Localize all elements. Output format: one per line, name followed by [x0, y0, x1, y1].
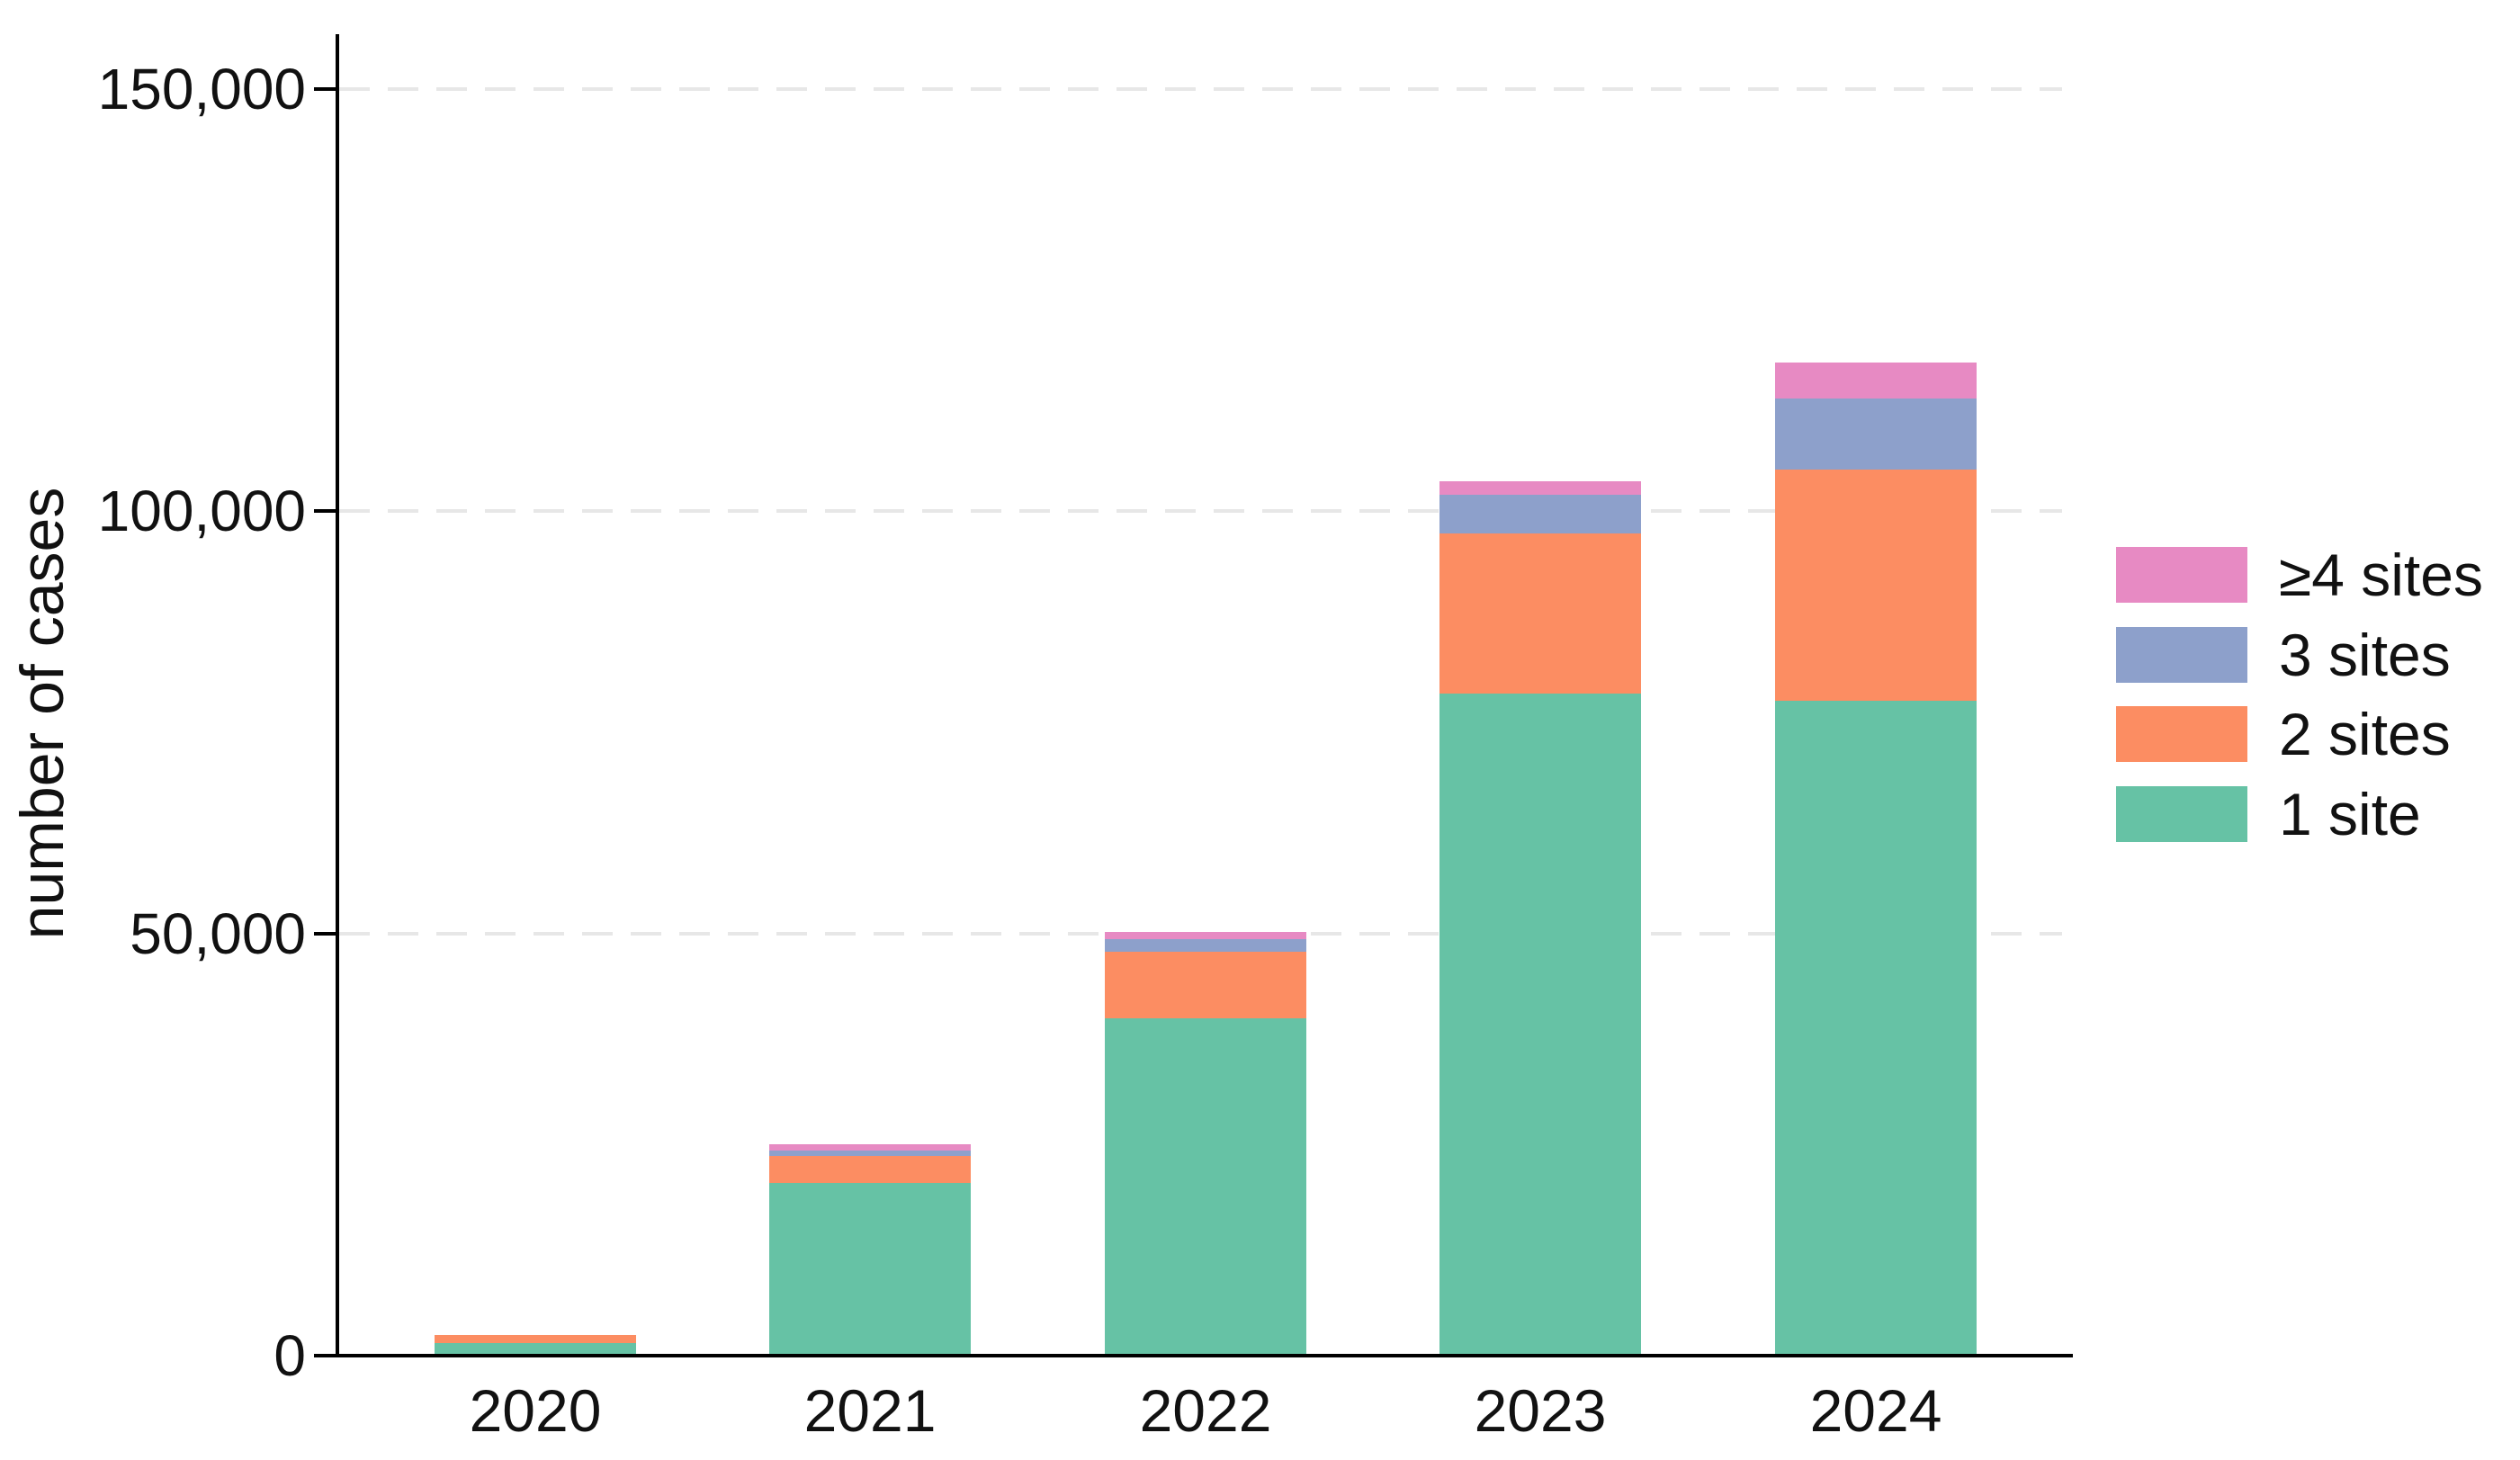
bar-segment-2022-2 sites [1105, 952, 1306, 1019]
bar-segment-2024-≥4 sites [1775, 363, 1977, 399]
x-tick-label-2020: 2020 [469, 1377, 602, 1444]
bar-segment-2021-2 sites [769, 1155, 971, 1183]
bar-segment-2023-1 site [1439, 694, 1641, 1356]
y-tick-mark [314, 1354, 337, 1357]
legend-swatch [2116, 547, 2247, 603]
bar-segment-2024-3 sites [1775, 399, 1977, 470]
bar-segment-2020-1 site [435, 1342, 636, 1356]
y-axis-line [336, 34, 339, 1357]
legend-label: ≥4 sites [2279, 542, 2483, 608]
bar-segment-2021-≥4 sites [769, 1144, 971, 1151]
x-tick-label-2021: 2021 [803, 1377, 937, 1444]
legend-label: 1 site [2279, 781, 2421, 847]
y-tick-label: 0 [274, 1323, 306, 1388]
legend-item-2 sites: 2 sites [2116, 701, 2451, 767]
bar-segment-2024-1 site [1775, 700, 1977, 1356]
bar-segment-2023-≥4 sites [1439, 481, 1641, 496]
y-tick-label: 50,000 [130, 900, 306, 966]
x-tick-label-2022: 2022 [1139, 1377, 1272, 1444]
legend-item-≥4 sites: ≥4 sites [2116, 542, 2483, 608]
y-tick-mark [314, 509, 337, 514]
bar-segment-2021-1 site [769, 1182, 971, 1356]
gridline-150000 [339, 87, 2062, 91]
y-tick-mark [314, 931, 337, 936]
bar-segment-2023-2 sites [1439, 533, 1641, 694]
legend-swatch [2116, 627, 2247, 683]
legend-swatch [2116, 786, 2247, 842]
legend-item-1 site: 1 site [2116, 781, 2421, 847]
x-axis-line [315, 1354, 2073, 1357]
bar-segment-2020-2 sites [435, 1334, 636, 1343]
bar-segment-2021-3 sites [769, 1150, 971, 1156]
legend-label: 2 sites [2279, 701, 2451, 767]
x-tick-label-2023: 2023 [1474, 1377, 1607, 1444]
legend-item-3 sites: 3 sites [2116, 622, 2451, 688]
gridline-100000 [339, 509, 2062, 514]
bar-segment-2024-2 sites [1775, 470, 1977, 701]
bar-segment-2022-1 site [1105, 1018, 1306, 1356]
bar-segment-2022-3 sites [1105, 939, 1306, 953]
y-tick-label: 150,000 [97, 57, 306, 121]
y-tick-mark [314, 87, 337, 91]
bar-segment-2023-3 sites [1439, 495, 1641, 533]
x-tick-label-2024: 2024 [1809, 1377, 1942, 1444]
bar-segment-2022-≥4 sites [1105, 931, 1306, 940]
y-tick-label: 100,000 [97, 479, 306, 544]
legend-swatch [2116, 706, 2247, 762]
legend-label: 3 sites [2279, 622, 2451, 688]
